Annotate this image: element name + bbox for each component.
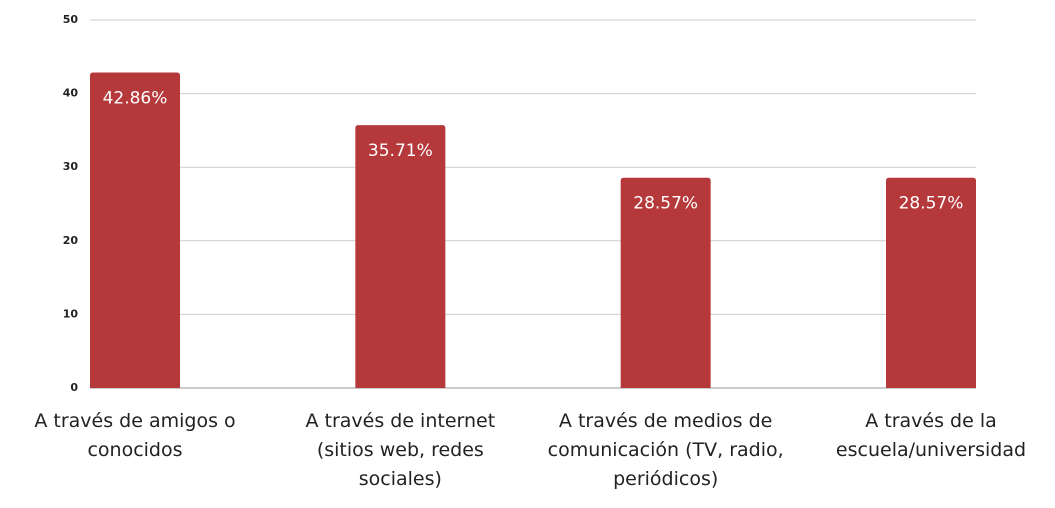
y-tick-label: 0 <box>70 381 78 394</box>
x-tick-label: A través de la escuela/universidad <box>835 410 1027 461</box>
y-tick-label: 40 <box>63 87 79 100</box>
value-label: 28.57% <box>633 194 698 214</box>
x-tick-label: A través de medios de comunicación (TV, … <box>547 410 784 490</box>
value-label: 35.71% <box>368 141 433 161</box>
x-tick-label: A través de amigos o conocidos <box>34 410 236 461</box>
y-tick-label: 20 <box>63 234 79 247</box>
y-tick-label: 50 <box>63 13 79 26</box>
y-tick-label: 10 <box>63 307 79 320</box>
value-label: 28.57% <box>899 194 964 214</box>
x-tick-label: A través de internet (sitios web, redes … <box>305 410 496 490</box>
bar <box>90 72 180 388</box>
y-tick-label: 30 <box>63 160 79 173</box>
bar <box>355 125 446 388</box>
bar <box>886 177 976 388</box>
bar <box>620 177 711 388</box>
value-label: 42.86% <box>103 89 168 109</box>
